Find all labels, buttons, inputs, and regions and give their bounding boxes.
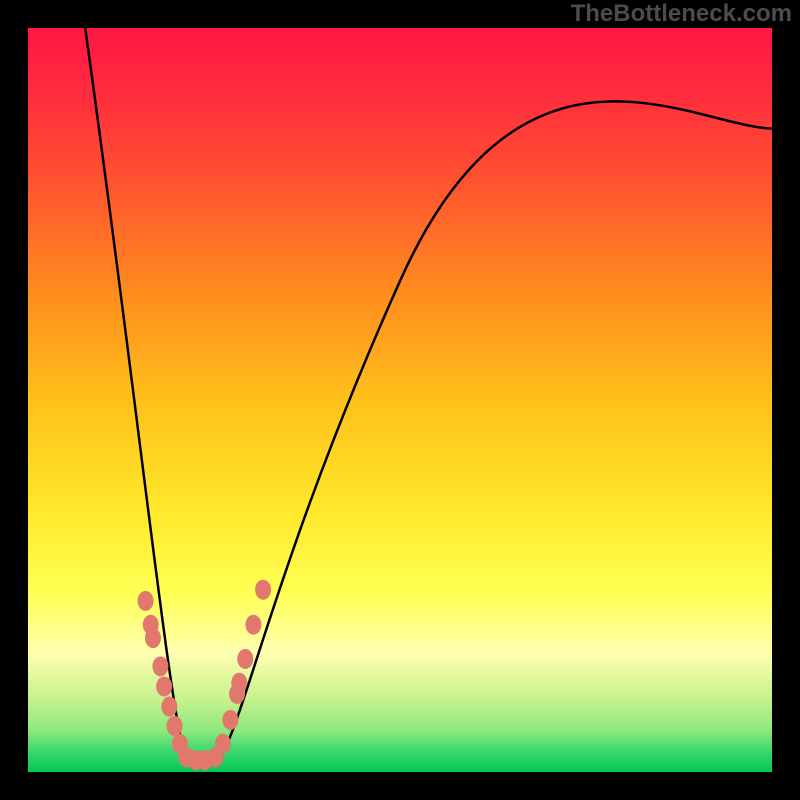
data-marker [161,697,177,717]
data-marker [215,734,231,754]
data-marker [138,591,154,611]
data-marker [231,673,247,693]
data-marker [152,656,168,676]
chart-stage: TheBottleneck.com [0,0,800,800]
chart-svg [0,0,800,800]
data-marker [222,710,238,730]
data-marker [245,615,261,635]
data-marker [145,628,161,648]
data-marker [237,649,253,669]
data-marker [156,676,172,696]
data-marker [255,580,271,600]
attribution-text: TheBottleneck.com [571,0,792,28]
data-marker [167,716,183,736]
gradient-background [28,28,772,772]
